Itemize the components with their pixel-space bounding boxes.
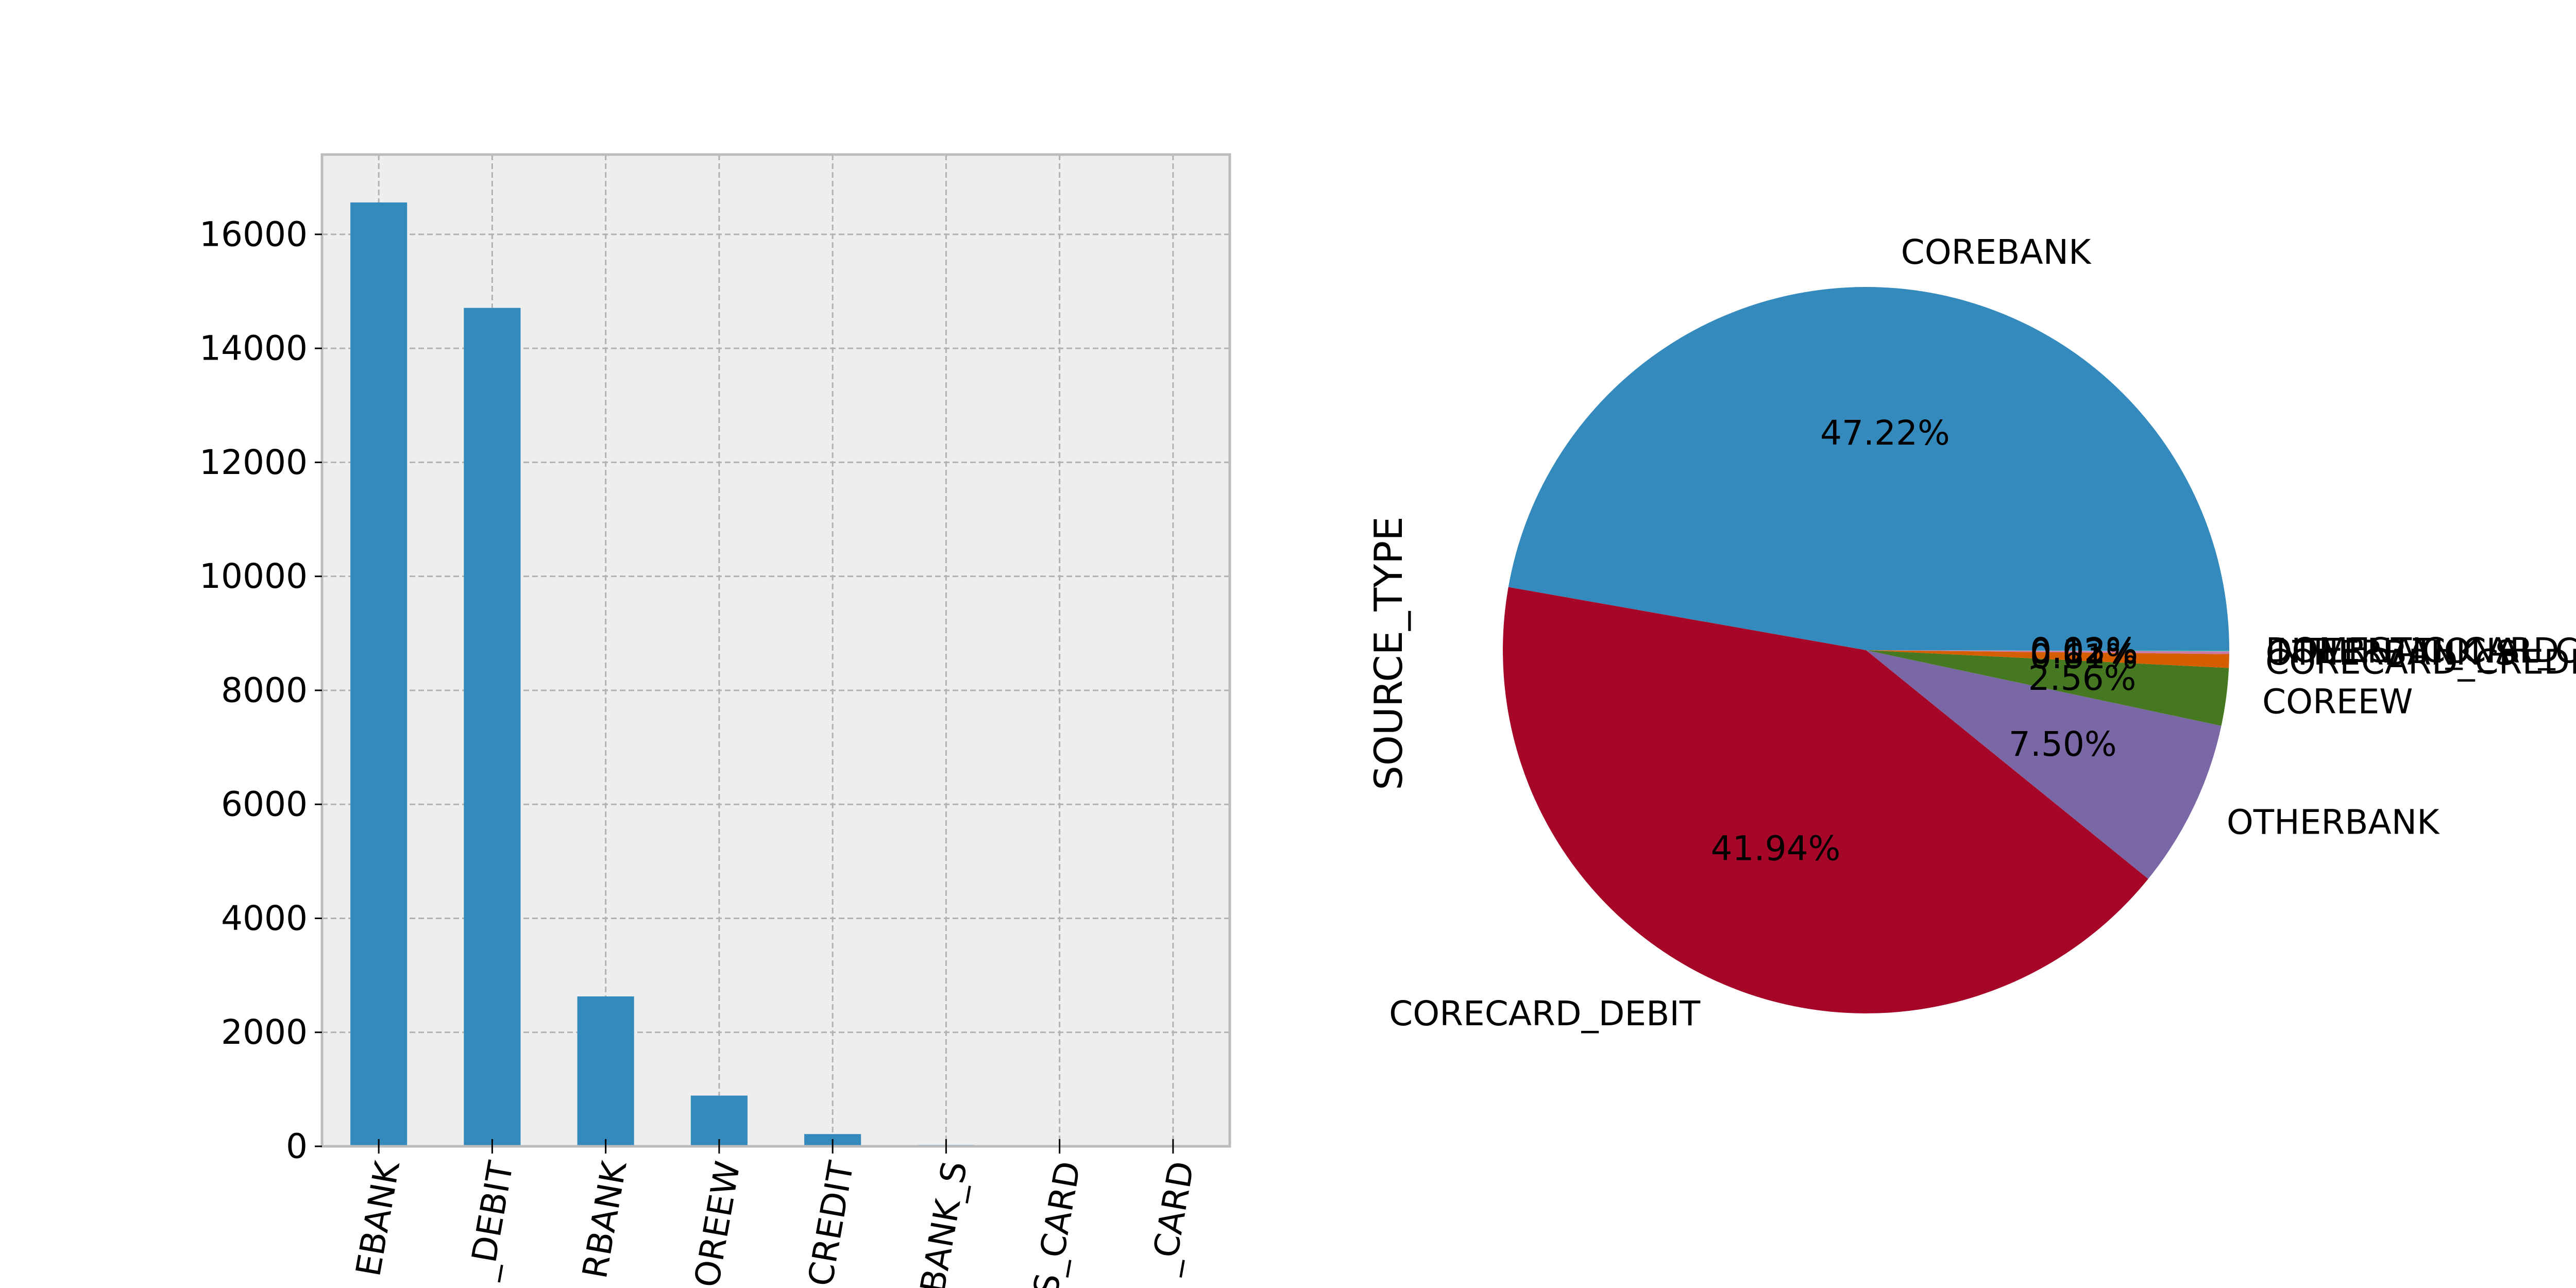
pie-percent-label: 0.03% bbox=[2030, 631, 2138, 670]
pie-slice bbox=[1866, 650, 2229, 668]
x-tick-label: CREDIT bbox=[801, 1158, 861, 1288]
pie-percent-label: 41.94% bbox=[1711, 828, 1841, 868]
pie-slice bbox=[1866, 650, 2229, 651]
pie-category-label: DOMESTIC_CARD bbox=[2266, 631, 2560, 670]
bar-ticks: 0 2000 4000 6000 8000 10000 12000 14000 16000 EBA… bbox=[199, 214, 1202, 1288]
y-tick-label: 14000 bbox=[199, 329, 308, 368]
pie-category-label: COREBANK bbox=[1901, 232, 2092, 272]
x-tick-label: RBANK bbox=[575, 1158, 635, 1282]
y-tick-label: 2000 bbox=[221, 1012, 308, 1052]
y-tick-label: 4000 bbox=[221, 899, 308, 938]
pie-percent-label: 0.61% bbox=[2030, 637, 2138, 676]
x-tick-label: _DEBIT bbox=[461, 1158, 521, 1283]
pie-slice bbox=[1866, 650, 2222, 879]
y-tick-label: 8000 bbox=[221, 670, 308, 710]
x-tick-label: S_CARD bbox=[1026, 1158, 1088, 1288]
pie-category-label: OTHERBANK_S bbox=[2265, 633, 2516, 673]
pie-category-label: INTERNATIONAL_CARD bbox=[2265, 631, 2576, 671]
bar bbox=[464, 308, 521, 1146]
y-tick-label: 12000 bbox=[199, 443, 308, 482]
pie-labels: COREBANK 47.22% CORECARD_DEBIT 41.94% OTHERB… bbox=[1389, 232, 2576, 1033]
pie-percent-label: 0.02% bbox=[2030, 631, 2138, 670]
bar-plot-area bbox=[322, 155, 1230, 1146]
y-tick-label: 10000 bbox=[199, 556, 308, 596]
pie-slices bbox=[1502, 286, 2229, 1014]
bar bbox=[350, 202, 408, 1146]
pie-category-label: COREEW bbox=[2262, 682, 2413, 722]
x-tick-label: BANK_S bbox=[913, 1158, 975, 1288]
pie-slice bbox=[1866, 650, 2229, 726]
y-tick-label: 0 bbox=[286, 1127, 308, 1166]
bar-chart: 0 2000 4000 6000 8000 10000 12000 14000 16000 EBA… bbox=[199, 153, 1231, 1288]
bar bbox=[577, 996, 634, 1146]
pie-percent-label: 47.22% bbox=[1820, 413, 1950, 453]
pie-percent-label: 2.56% bbox=[2028, 658, 2137, 698]
pie-percent-label: 7.50% bbox=[2009, 724, 2117, 764]
pie-slice bbox=[1508, 286, 2229, 650]
pie-category-label: OTHERBANK bbox=[2227, 803, 2440, 842]
pie-category-label: CORECARD_CREDIT bbox=[2265, 642, 2576, 682]
bar-marks bbox=[350, 202, 1201, 1146]
pie-chart: SOURCE_TYPE COREBANK 47.22% CORECARD_DEBIT… bbox=[1366, 232, 2576, 1033]
bar bbox=[690, 1095, 748, 1146]
pie-slice bbox=[1866, 650, 2229, 652]
x-tick-label: _CARD bbox=[1143, 1158, 1201, 1278]
pie-slice bbox=[1866, 650, 2229, 654]
pie-percent-label: 0.12% bbox=[2030, 632, 2138, 671]
pie-slice bbox=[1502, 587, 2148, 1014]
bar-frame bbox=[320, 153, 1231, 1148]
x-tick-label: OREEW bbox=[687, 1158, 748, 1288]
pie-ylabel: SOURCE_TYPE bbox=[1366, 516, 1411, 790]
y-tick-label: 6000 bbox=[221, 785, 308, 824]
y-tick-label: 16000 bbox=[199, 214, 308, 254]
pie-category-label: CORECARD_DEBIT bbox=[1389, 994, 1701, 1033]
x-tick-label: EBANK bbox=[348, 1158, 408, 1279]
